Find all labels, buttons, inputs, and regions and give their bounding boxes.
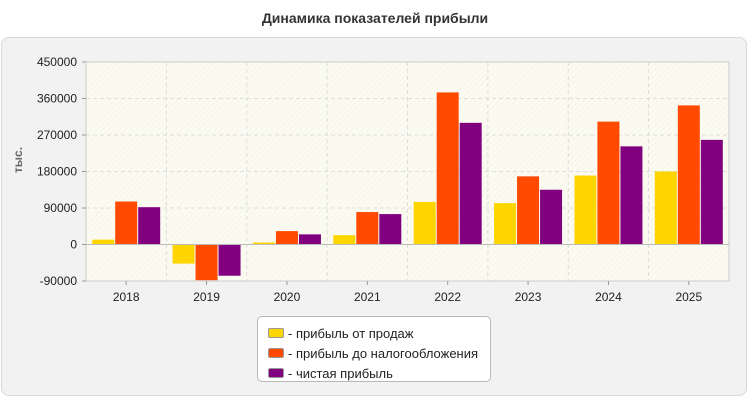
y-tick-label: 0 bbox=[70, 238, 77, 252]
bar-2018-series-3[interactable] bbox=[138, 207, 161, 245]
x-tick-label: 2023 bbox=[515, 290, 542, 304]
bar-2025-series-1[interactable] bbox=[654, 171, 677, 245]
bar-2024-series-2[interactable] bbox=[597, 121, 620, 245]
bar-2018-series-1[interactable] bbox=[92, 239, 115, 245]
y-tick-label: 450000 bbox=[37, 55, 77, 69]
y-tick-label: 360000 bbox=[37, 92, 77, 106]
bar-2023-series-3[interactable] bbox=[540, 189, 563, 245]
legend-label: - прибыль до налогообложения bbox=[288, 345, 479, 361]
bar-2020-series-2[interactable] bbox=[275, 231, 298, 245]
y-tick-label: 90000 bbox=[44, 201, 78, 215]
bar-2025-series-3[interactable] bbox=[700, 139, 723, 245]
legend-swatch bbox=[268, 368, 284, 378]
x-tick-label: 2018 bbox=[113, 290, 140, 304]
bar-2024-series-1[interactable] bbox=[574, 175, 597, 245]
x-tick-label: 2025 bbox=[675, 290, 702, 304]
x-tick-label: 2022 bbox=[434, 290, 461, 304]
legend-swatch bbox=[268, 348, 284, 358]
bar-2020-series-1[interactable] bbox=[252, 242, 275, 245]
legend-swatch bbox=[268, 328, 284, 338]
bar-2020-series-3[interactable] bbox=[298, 234, 321, 245]
y-axis-ticks: -90000 0 90000 180000 270000 360000 450000 bbox=[37, 55, 86, 288]
bar-2021-series-3[interactable] bbox=[379, 214, 402, 245]
bar-2022-series-1[interactable] bbox=[413, 201, 436, 245]
x-tick-label: 2019 bbox=[193, 290, 220, 304]
bar-2023-series-2[interactable] bbox=[517, 176, 540, 245]
x-axis-ticks: 2018 2019 2020 2021 2022 2023 2024 2025 bbox=[113, 281, 702, 304]
legend-label: - чистая прибыль bbox=[288, 365, 393, 381]
chart-title: Динамика показателей прибыли bbox=[261, 10, 489, 26]
bar-2025-series-2[interactable] bbox=[677, 105, 700, 245]
bar-2024-series-3[interactable] bbox=[620, 146, 643, 245]
y-tick-label: -90000 bbox=[40, 274, 78, 288]
legend-item-sales-profit[interactable]: - прибыль от продаж bbox=[268, 323, 490, 343]
bars-group bbox=[92, 92, 723, 281]
bar-2022-series-3[interactable] bbox=[459, 122, 482, 245]
bar-2019-series-2[interactable] bbox=[195, 244, 218, 281]
legend: - прибыль от продаж - прибыль до налогоо… bbox=[257, 316, 491, 382]
y-tick-label: 270000 bbox=[37, 128, 77, 142]
legend-item-net-profit[interactable]: - чистая прибыль bbox=[268, 363, 490, 383]
bar-2019-series-3[interactable] bbox=[218, 244, 241, 276]
x-tick-label: 2021 bbox=[354, 290, 381, 304]
bar-2022-series-2[interactable] bbox=[436, 92, 459, 245]
legend-label: - прибыль от продаж bbox=[288, 325, 414, 341]
bar-2023-series-1[interactable] bbox=[494, 203, 517, 245]
x-tick-label: 2020 bbox=[274, 290, 301, 304]
bar-2021-series-1[interactable] bbox=[333, 235, 356, 245]
y-axis-label: тыс. bbox=[11, 147, 25, 173]
bar-2021-series-2[interactable] bbox=[356, 212, 379, 245]
bar-2018-series-2[interactable] bbox=[115, 201, 138, 245]
bar-2019-series-1[interactable] bbox=[172, 244, 195, 264]
legend-item-pretax-profit[interactable]: - прибыль до налогообложения bbox=[268, 343, 490, 363]
x-tick-label: 2024 bbox=[595, 290, 622, 304]
y-tick-label: 180000 bbox=[37, 165, 77, 179]
